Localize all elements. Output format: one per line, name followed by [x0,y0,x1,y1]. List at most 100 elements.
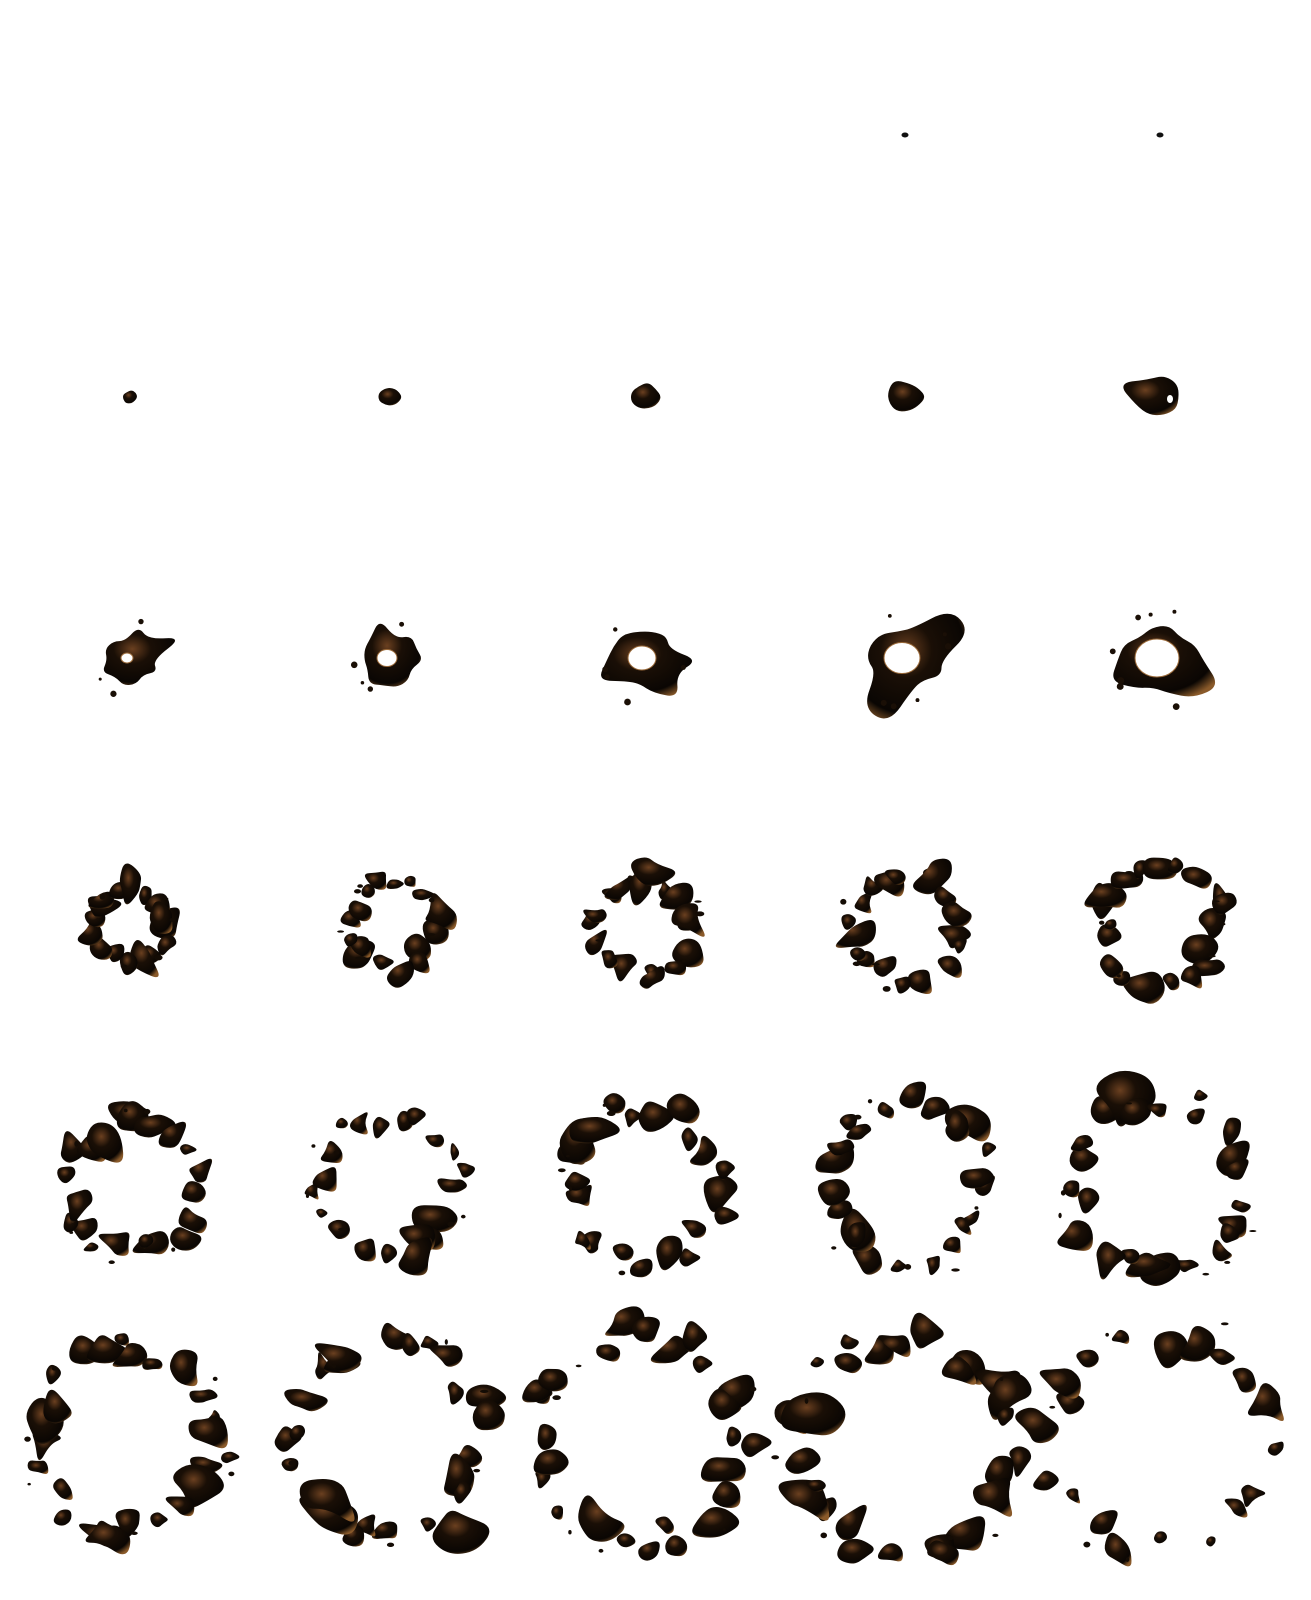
splash-fragment [913,858,952,895]
fleck [1058,1212,1062,1219]
highlight [1167,395,1173,403]
fleck [162,897,169,901]
splash-fragment [715,1160,735,1180]
blob [888,381,925,412]
splash-fragment [450,1143,460,1161]
splash-fragment [472,1399,505,1431]
fleck [444,1339,448,1345]
splash-fragment [610,953,637,982]
splash-fragment [408,951,430,974]
fleck [1224,1260,1231,1264]
fleck [882,985,891,992]
fleck [350,661,358,669]
fleck [1220,1322,1229,1326]
hole [376,649,398,667]
splash-fragment [361,884,375,898]
splash-fragment [982,1142,997,1158]
splash-fragment [1208,1348,1235,1366]
fleck [1083,1541,1091,1548]
splash-fragment [1223,1117,1242,1147]
splash-fragment [429,1345,463,1367]
splash-fragment [112,1342,148,1367]
fleck [880,699,887,706]
splash-fragment [1212,1239,1232,1262]
splash-fragment [437,1178,467,1193]
splash-fragment [1174,1259,1199,1273]
fleck [749,1386,757,1392]
fleck [1049,1405,1056,1409]
splash-fragment [189,1158,213,1183]
fleck [557,1168,566,1173]
splash-fragment [655,1516,674,1534]
fleck [852,961,861,967]
splash-fragment [666,1093,700,1124]
splash-fragment [631,857,676,886]
fleck [840,898,847,905]
splash-fragment [1181,866,1212,889]
fleck [367,686,374,692]
splash-fragment [629,1258,653,1278]
splash-fragment [616,1533,636,1548]
splash-fragment [1111,1329,1130,1344]
splash-fragment [834,1353,863,1374]
fleck [1060,1190,1066,1196]
splash-fragment [1119,1097,1152,1126]
splash-fragment [1232,1367,1257,1393]
splash-fragment [714,1206,739,1225]
splash-fragment [941,1356,977,1385]
splash-fragment [1096,1070,1156,1127]
splash-fragment [952,938,967,954]
splash-fragment [1220,1223,1240,1244]
splash-fragment [658,880,672,900]
splash-fragment [585,929,607,956]
splash-fragment [873,956,897,977]
splash-fragment [681,1219,707,1238]
splash-fragment [46,1364,61,1385]
splash-fragment [692,1507,740,1538]
splash-fragment [997,1407,1014,1426]
fleck [338,1227,348,1231]
fleck [386,1542,395,1548]
fleck [1248,1497,1255,1501]
splash-fragment [27,1460,49,1474]
fleck [680,664,686,670]
fleck [27,1482,31,1486]
splash-fragment [639,966,665,989]
fleck [305,1193,310,1199]
fleck [428,897,435,903]
fleck [602,1103,607,1107]
splash-fragment [551,1505,564,1520]
splash-fragment [425,893,457,930]
splash-fragment [1186,1108,1205,1125]
splash-fragment [1231,1199,1251,1213]
splash-fragment [316,1208,328,1218]
splash-fragment [664,960,687,976]
splash-fragment [899,1081,927,1109]
fleck [1109,648,1116,655]
splash-fragment [432,1510,490,1554]
splash-fragment [1241,1484,1266,1508]
splash-fragment [1206,1536,1216,1547]
splash-fragment [53,1478,73,1500]
fleck [722,1528,726,1532]
splash-fragment [835,919,876,948]
fleck [288,1460,296,1466]
fleck [565,1154,570,1158]
fleck [867,1099,873,1104]
fleck [695,911,705,917]
splash-fragment [314,1343,362,1373]
hole [120,652,134,664]
splash-fragment [877,1543,903,1562]
fleck [212,1376,218,1381]
splash-fragment [1063,1180,1080,1198]
splash-fragment [1078,1187,1100,1214]
splash-fragment [150,1512,168,1528]
fleck [74,1141,79,1147]
fleck [99,894,106,900]
fleck [575,1364,582,1368]
splash-fragment [846,1123,872,1140]
splash-fragment [188,1416,228,1449]
splash-fragment [157,935,177,956]
splash-fragment [1104,919,1117,930]
splash-fragment [780,1392,846,1436]
